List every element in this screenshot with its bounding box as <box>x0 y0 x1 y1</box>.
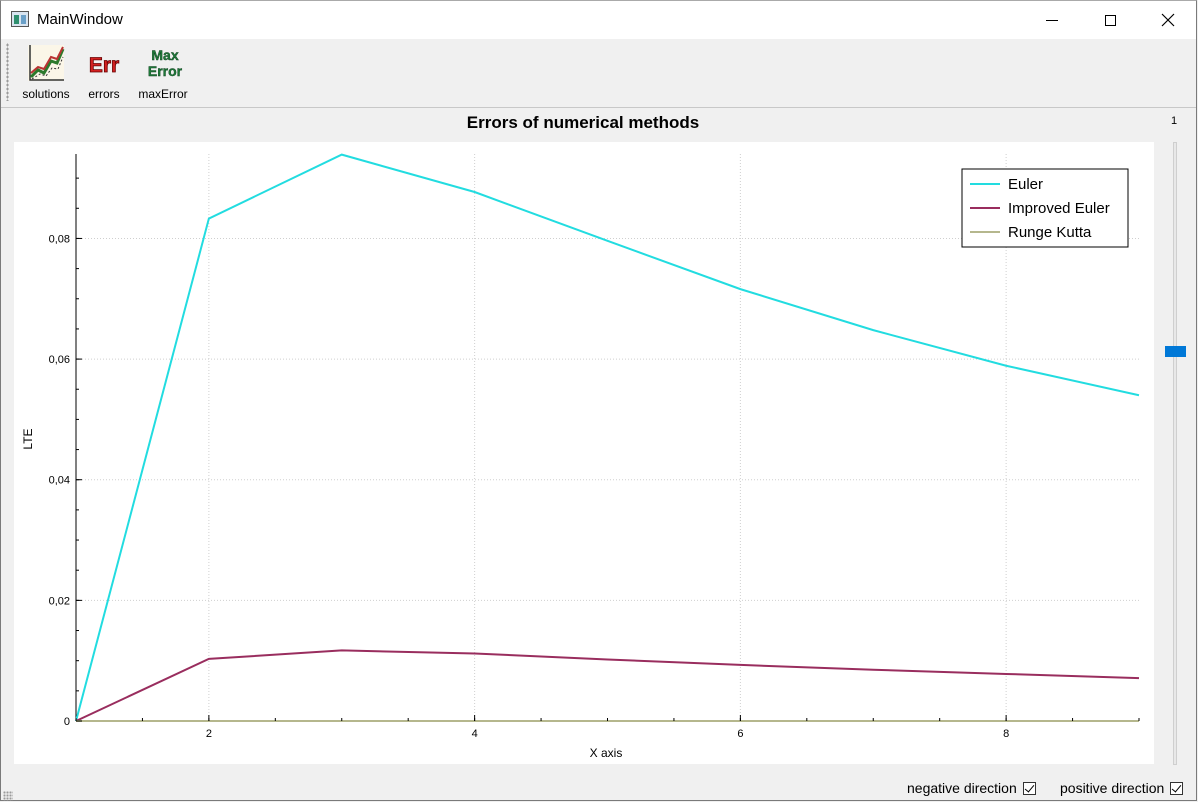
close-icon <box>1161 13 1175 27</box>
y-tick-label-3: 0,06 <box>49 354 70 366</box>
solutions-label: solutions <box>22 87 70 101</box>
negative-direction-label: negative direction <box>907 780 1017 796</box>
max-error-label: maxError <box>138 87 188 101</box>
errors-icon: Err <box>84 43 124 83</box>
minimize-button[interactable] <box>1023 1 1081 39</box>
chart-ticks: 2 4 6 8 0 0,02 0,04 0,06 0,08 <box>49 177 1140 740</box>
errors-label: errors <box>88 87 120 101</box>
x-tick-label-0: 2 <box>206 728 212 740</box>
slider-handle[interactable] <box>1165 346 1186 357</box>
toolbar: solutions Err errors Max Error maxError <box>1 39 1196 108</box>
max-error-icon: Max Error <box>143 43 183 83</box>
resize-grip[interactable] <box>3 791 13 801</box>
y-tick-label-0: 0 <box>64 716 70 728</box>
max-error-icon-text-2: Error <box>148 63 183 79</box>
chart-title: Errors of numerical methods <box>466 113 700 132</box>
negative-direction-option[interactable]: negative direction <box>907 780 1036 796</box>
y-axis-label: LTE <box>21 428 35 449</box>
positive-direction-checkbox[interactable] <box>1170 781 1184 795</box>
errors-button[interactable]: Err errors <box>81 43 127 101</box>
slider-value: 1 <box>1171 115 1178 127</box>
max-error-icon-text-1: Max <box>151 47 178 63</box>
errors-icon-text: Err <box>89 54 119 77</box>
maximize-button[interactable] <box>1081 1 1139 39</box>
solutions-chart-icon <box>26 43 66 83</box>
positive-direction-label: positive direction <box>1060 780 1165 796</box>
legend-label-2: Runge Kutta <box>1008 224 1092 241</box>
max-error-button[interactable]: Max Error maxError <box>133 43 193 101</box>
y-tick-label-1: 0,02 <box>49 595 70 607</box>
chart-area: 2 4 6 8 0 0,02 0,04 0,06 0,08 X axis LTE Euler Im… <box>14 142 1154 764</box>
y-tick-label-4: 0,08 <box>49 233 70 245</box>
x-tick-label-3: 8 <box>1003 728 1009 740</box>
maximize-icon <box>1104 14 1116 26</box>
series-line-euler <box>75 153 1140 722</box>
x-axis-label: X axis <box>590 746 623 760</box>
slider-track[interactable] <box>1173 142 1177 765</box>
minimize-icon <box>1046 19 1058 21</box>
series-line-improved-euler <box>75 649 1140 722</box>
legend-label-0: Euler <box>1008 176 1043 193</box>
app-icon <box>11 11 29 27</box>
chart-legend: Euler Improved Euler Runge Kutta <box>961 168 1129 248</box>
x-tick-label-2: 6 <box>737 728 743 740</box>
errors-chart: 2 4 6 8 0 0,02 0,04 0,06 0,08 X axis LTE Euler Im… <box>21 153 1140 760</box>
positive-direction-option[interactable]: positive direction <box>1060 780 1184 796</box>
negative-direction-checkbox[interactable] <box>1022 781 1036 795</box>
title-bar: MainWindow <box>1 1 1196 39</box>
y-tick-label-2: 0,04 <box>49 475 70 487</box>
x-tick-label-1: 4 <box>472 728 478 740</box>
toolbar-grip[interactable] <box>6 43 9 101</box>
close-button[interactable] <box>1139 1 1197 39</box>
chart-grid <box>76 154 1139 721</box>
solutions-button[interactable]: solutions <box>17 43 75 101</box>
legend-label-1: Improved Euler <box>1008 200 1110 217</box>
window-title: MainWindow <box>37 11 123 28</box>
